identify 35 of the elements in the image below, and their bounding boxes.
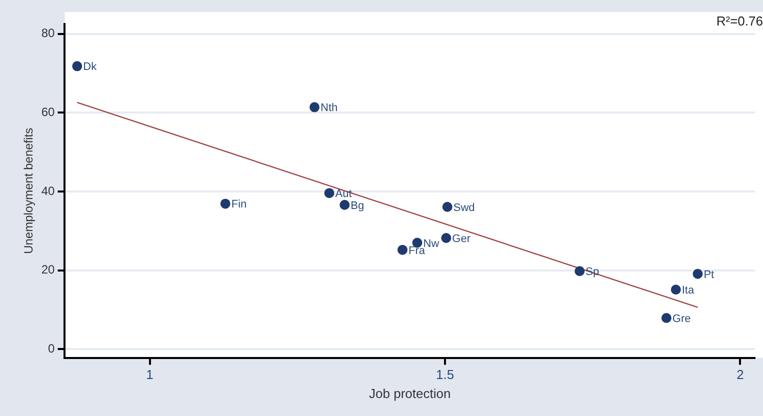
point — [220, 198, 230, 209]
y-tick-label: 60 — [41, 104, 56, 119]
point — [442, 202, 452, 212]
point — [661, 312, 672, 323]
annotation: Ger — [452, 233, 471, 246]
annotation: Fra — [408, 244, 426, 257]
y-tick-label: 80 — [41, 26, 56, 40]
annotation: R²=0.76 — [716, 14, 763, 29]
y-tick-label: 40 — [41, 184, 56, 198]
point — [574, 266, 585, 276]
annotation: Pt — [704, 268, 714, 281]
point — [310, 102, 320, 112]
point — [324, 188, 334, 198]
point — [441, 232, 452, 243]
point — [72, 61, 82, 72]
annotation: Nth — [320, 102, 338, 114]
point — [692, 268, 703, 279]
y-tick-label: 0 — [48, 341, 56, 356]
point — [397, 244, 408, 255]
point — [340, 200, 350, 210]
y-axis-title: Unemployment benefits — [22, 128, 36, 254]
annotation: Dk — [83, 61, 98, 74]
annotation: Gre — [672, 313, 691, 326]
annotation: Fin — [231, 198, 247, 211]
x-tick-label: 1 — [146, 367, 154, 382]
x-tick-label: 1.5 — [436, 367, 454, 382]
point — [670, 284, 681, 295]
annotation: Bg — [350, 200, 364, 212]
annotation: Aut — [335, 188, 352, 200]
annotation: Nw — [423, 238, 440, 250]
y-tick-label: 20 — [41, 262, 56, 277]
x-axis-title: Job protection — [369, 386, 451, 401]
x-tick-label: 2 — [736, 367, 744, 382]
annotation: Swd — [453, 202, 475, 214]
annotation: Ita — [682, 284, 695, 297]
